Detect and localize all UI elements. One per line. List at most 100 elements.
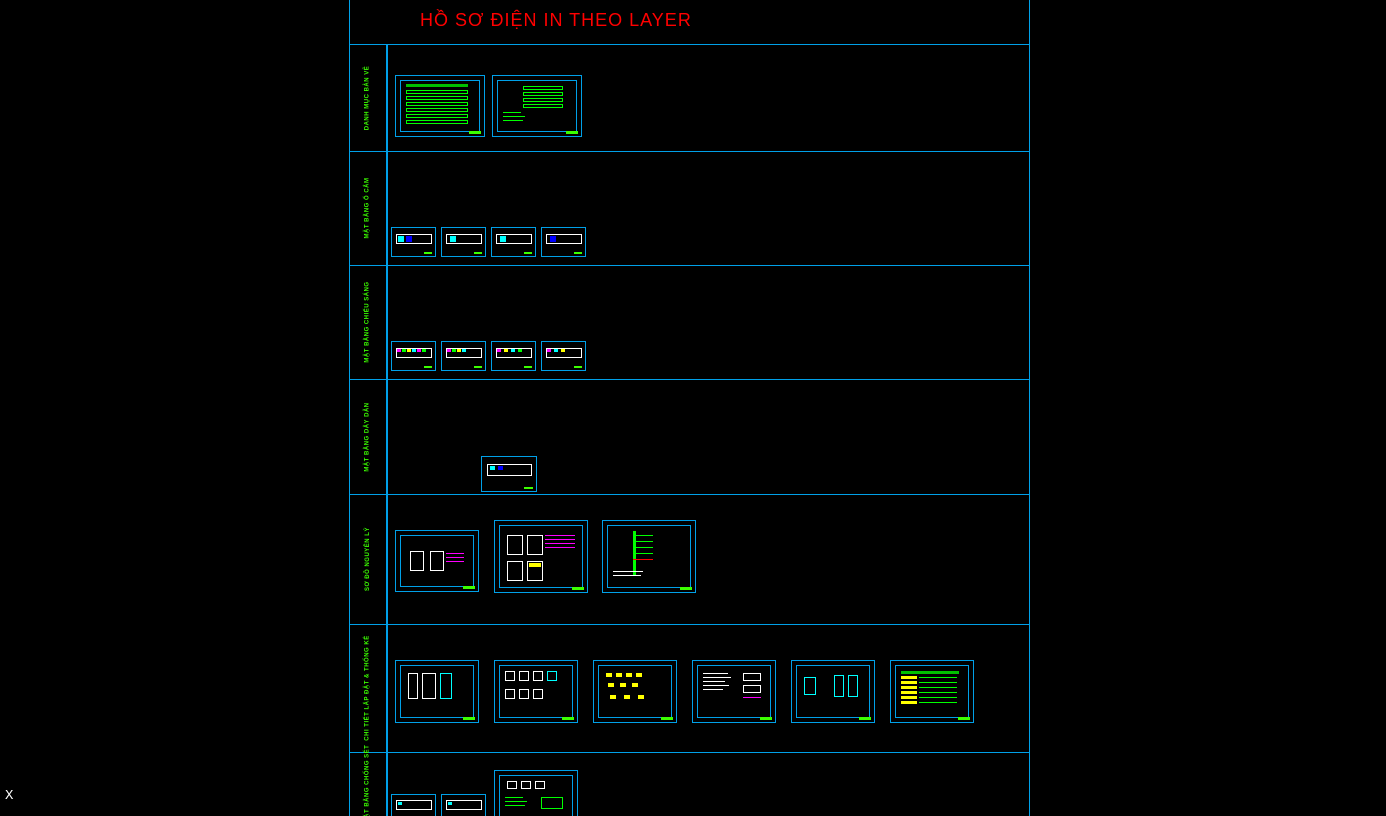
title-block-icon [574,366,582,368]
line [505,801,527,802]
drawing-thumb[interactable] [491,341,536,371]
plan-accent [412,349,416,352]
drawing-thumb[interactable] [890,660,974,723]
drawing-thumb[interactable] [391,341,436,371]
line [446,557,464,558]
table-row [523,98,563,102]
line [545,539,575,540]
title-block-icon [524,487,533,489]
cad-model-space[interactable]: HỒ SƠ ĐIỆN IN THEO LAYER DANH MỤC BẢN VẼ… [0,0,1386,816]
symbol [624,695,630,699]
detail-icon [535,781,545,789]
row-label-cell: CHI TIẾT LẮP ĐẶT & THỐNG KÊ [349,624,387,752]
drawing-thumb[interactable] [791,660,875,723]
plan-accent [518,349,522,352]
symbol [610,695,616,699]
row-divider [349,151,1030,152]
drawing-thumb[interactable] [541,341,586,371]
row-label: DANH MỤC BẢN VẼ [365,65,371,130]
drawing-thumb[interactable] [602,520,696,593]
line [505,805,525,806]
plan-accent [529,563,541,567]
line [545,543,575,544]
drawing-thumb[interactable] [395,75,485,137]
line [919,697,957,698]
panel-icon [834,675,844,697]
text-line [503,112,521,113]
symbol [632,683,638,687]
drawing-thumb[interactable] [391,794,436,816]
plan-accent [462,349,466,352]
plan-accent [402,349,406,352]
title-block-icon [760,717,772,720]
text-line [503,120,523,121]
line [545,547,575,548]
table-row [523,92,563,96]
drawing-thumb[interactable] [494,770,578,816]
panel-icon [408,673,418,699]
drawing-thumb[interactable] [441,341,486,371]
line [446,561,464,562]
drawing-thumb[interactable] [491,227,536,257]
detail-icon [519,671,529,681]
row-divider [349,624,1030,625]
tree-branch [633,541,653,542]
drawing-thumb[interactable] [692,660,776,723]
line [919,692,957,693]
table-row [406,96,468,100]
line [919,677,957,678]
detail-icon [521,781,531,789]
cell [901,681,917,684]
row-label-cell: MẶT BẰNG Ổ CẮM [349,151,387,265]
plan-accent [550,236,556,242]
detail-icon [533,671,543,681]
title-block-icon [474,366,482,368]
drawing-thumb[interactable] [391,227,436,257]
detail-icon [547,671,557,681]
row-label: MẶT BẰNG CHIẾU SÁNG [365,281,371,362]
title-block-icon [424,366,432,368]
table-header [406,84,468,87]
plan-accent [398,236,404,242]
plan-accent [504,349,508,352]
drawing-thumb[interactable] [492,75,582,137]
drawing-thumb[interactable] [441,794,486,816]
panel-icon [507,535,523,555]
plan-accent [547,349,551,352]
panel-icon [507,561,523,581]
drawing-thumb[interactable] [494,660,578,723]
drawing-thumb[interactable] [593,660,677,723]
detail-icon [505,689,515,699]
row-divider [349,379,1030,380]
row-label-cell: DANH MỤC BẢN VẼ [349,44,387,151]
title-block-icon [469,131,481,134]
title-block-icon [474,252,482,254]
plan-accent [447,349,451,352]
plan-accent [406,236,412,242]
row-divider [349,494,1030,495]
drawing-thumb[interactable] [395,530,479,592]
drawing-thumb[interactable] [494,520,588,593]
row-label-cell: SƠ ĐỒ NGUYÊN LÝ [349,494,387,624]
detail-icon [541,797,563,809]
panel-icon [422,673,436,699]
panel-icon [527,535,543,555]
title-block-icon [574,252,582,254]
detail-icon [505,671,515,681]
title-block-icon [524,366,532,368]
table-row [523,104,563,108]
table-row [406,108,468,112]
drawing-thumb[interactable] [395,660,479,723]
drawing-thumb[interactable] [481,456,537,492]
title-block-icon [661,717,673,720]
table-row [406,102,468,106]
cell [901,691,917,694]
drawing-thumb[interactable] [541,227,586,257]
line [446,553,464,554]
line [703,685,729,686]
table-row [406,120,468,124]
drawing-thumb[interactable] [441,227,486,257]
symbol [626,673,632,677]
title-block-icon [424,252,432,254]
tree-branch [633,547,653,548]
